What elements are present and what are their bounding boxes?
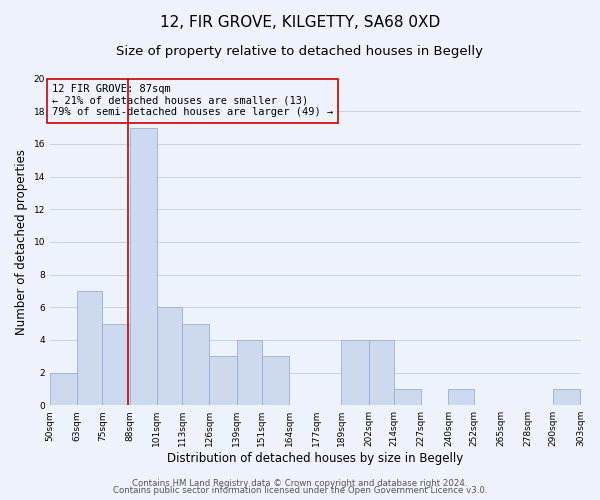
Bar <box>341 340 368 405</box>
Bar <box>368 340 394 405</box>
Bar <box>262 356 289 405</box>
Bar <box>50 372 77 405</box>
Text: 12, FIR GROVE, KILGETTY, SA68 0XD: 12, FIR GROVE, KILGETTY, SA68 0XD <box>160 15 440 30</box>
Text: 12 FIR GROVE: 87sqm
← 21% of detached houses are smaller (13)
79% of semi-detach: 12 FIR GROVE: 87sqm ← 21% of detached ho… <box>52 84 333 117</box>
Text: Contains public sector information licensed under the Open Government Licence v3: Contains public sector information licen… <box>113 486 487 495</box>
Y-axis label: Number of detached properties: Number of detached properties <box>15 149 28 335</box>
Text: Contains HM Land Registry data © Crown copyright and database right 2024.: Contains HM Land Registry data © Crown c… <box>132 478 468 488</box>
Bar <box>236 340 262 405</box>
Bar <box>553 389 580 405</box>
Bar <box>157 307 182 405</box>
Bar <box>77 291 103 405</box>
Text: Size of property relative to detached houses in Begelly: Size of property relative to detached ho… <box>116 45 484 58</box>
X-axis label: Distribution of detached houses by size in Begelly: Distribution of detached houses by size … <box>167 452 463 465</box>
Bar <box>182 324 209 405</box>
Bar <box>103 324 130 405</box>
Bar <box>394 389 421 405</box>
Bar <box>448 389 473 405</box>
Bar <box>130 128 157 405</box>
Bar <box>209 356 236 405</box>
